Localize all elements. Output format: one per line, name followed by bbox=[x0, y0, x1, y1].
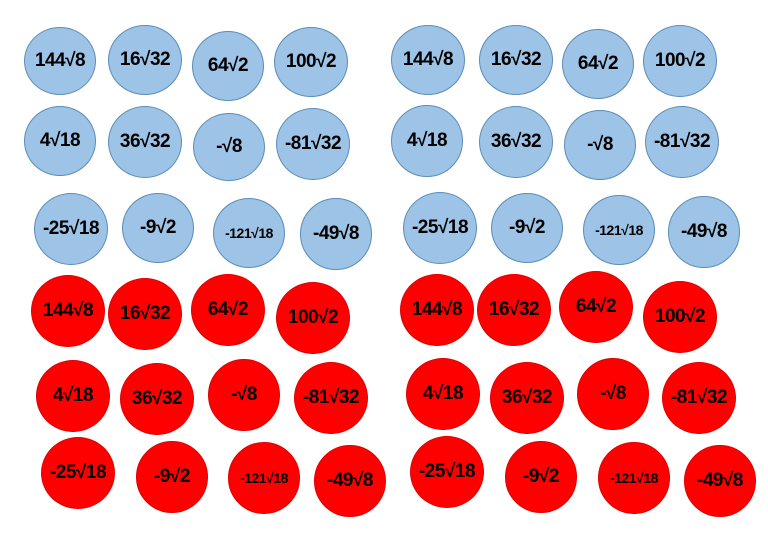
blue-chip-left-8[interactable]: -81√32 bbox=[276, 108, 350, 180]
red-chip-right-4[interactable]: 100√2 bbox=[643, 281, 717, 353]
chip-label: 36√32 bbox=[501, 387, 553, 408]
chip-label: -121√18 bbox=[240, 470, 288, 486]
chip-label: -25√18 bbox=[418, 461, 476, 482]
blue-chip-left-2[interactable]: 16√32 bbox=[108, 25, 182, 95]
chip-label: 144√8 bbox=[411, 299, 463, 320]
chip-label: -81√32 bbox=[302, 387, 360, 408]
red-chip-right-1[interactable]: 144√8 bbox=[400, 274, 474, 346]
chip-label: -121√18 bbox=[225, 225, 273, 241]
chip-label: 144√8 bbox=[42, 300, 94, 321]
blue-chip-right-7[interactable]: -√8 bbox=[564, 110, 636, 180]
red-chip-right-7[interactable]: -√8 bbox=[577, 358, 649, 430]
chip-label: 64√2 bbox=[207, 299, 249, 320]
chip-label: -√8 bbox=[587, 134, 613, 155]
chip-label: 100√2 bbox=[654, 306, 706, 327]
red-chip-right-2[interactable]: 16√32 bbox=[477, 274, 551, 346]
red-chip-right-3[interactable]: 64√2 bbox=[559, 271, 633, 343]
chip-label: -121√18 bbox=[610, 470, 658, 486]
chip-label: 16√32 bbox=[119, 303, 171, 324]
blue-chip-left-11[interactable]: -121√18 bbox=[213, 198, 285, 268]
chip-label: -49√8 bbox=[313, 223, 359, 244]
red-chip-left-4[interactable]: 100√2 bbox=[276, 282, 350, 354]
chip-label: 4√18 bbox=[422, 383, 464, 404]
blue-chip-right-9[interactable]: -25√18 bbox=[403, 192, 477, 264]
chip-label: 144√8 bbox=[402, 49, 454, 70]
blue-chip-right-8[interactable]: -81√32 bbox=[645, 106, 719, 178]
chip-label: -9√2 bbox=[154, 466, 190, 487]
chip-label: 100√2 bbox=[287, 307, 339, 328]
chip-label: 16√32 bbox=[488, 299, 540, 320]
chip-label: -√8 bbox=[600, 383, 626, 404]
chip-label: -81√32 bbox=[653, 131, 711, 152]
chip-label: -√8 bbox=[216, 136, 242, 157]
chip-label: 4√18 bbox=[39, 130, 81, 151]
chip-label: -9√2 bbox=[523, 466, 559, 487]
red-chip-left-2[interactable]: 16√32 bbox=[108, 278, 182, 350]
red-chip-left-3[interactable]: 64√2 bbox=[191, 274, 265, 346]
blue-chip-left-3[interactable]: 64√2 bbox=[192, 31, 264, 101]
blue-chip-left-4[interactable]: 100√2 bbox=[274, 27, 348, 97]
red-chip-right-10[interactable]: -9√2 bbox=[505, 441, 577, 513]
blue-chip-left-1[interactable]: 144√8 bbox=[24, 27, 96, 95]
blue-chip-left-9[interactable]: -25√18 bbox=[34, 193, 108, 265]
chip-label: 64√2 bbox=[577, 53, 619, 74]
red-chip-left-1[interactable]: 144√8 bbox=[31, 275, 105, 347]
chip-label: 16√32 bbox=[119, 49, 171, 70]
chip-label: -49√8 bbox=[327, 470, 373, 491]
red-chip-right-6[interactable]: 36√32 bbox=[490, 362, 564, 434]
blue-chip-left-6[interactable]: 36√32 bbox=[108, 106, 182, 178]
blue-chip-right-10[interactable]: -9√2 bbox=[491, 193, 563, 263]
red-chip-left-7[interactable]: -√8 bbox=[208, 359, 280, 431]
blue-chip-left-7[interactable]: -√8 bbox=[193, 113, 265, 181]
blue-chip-left-5[interactable]: 4√18 bbox=[24, 106, 96, 176]
blue-chip-right-11[interactable]: -121√18 bbox=[583, 195, 655, 265]
red-chip-left-9[interactable]: -25√18 bbox=[41, 437, 115, 509]
red-chip-left-10[interactable]: -9√2 bbox=[136, 441, 208, 513]
chip-label: -9√2 bbox=[509, 217, 545, 238]
chip-label: 4√18 bbox=[406, 130, 448, 151]
red-chip-left-8[interactable]: -81√32 bbox=[294, 362, 368, 434]
chip-label: -121√18 bbox=[595, 222, 643, 238]
chip-label: -49√8 bbox=[697, 470, 743, 491]
chip-label: -49√8 bbox=[681, 221, 727, 242]
red-chip-right-12[interactable]: -49√8 bbox=[684, 445, 756, 517]
red-chip-right-8[interactable]: -81√32 bbox=[662, 362, 736, 434]
blue-chip-left-10[interactable]: -9√2 bbox=[122, 193, 194, 263]
chip-label: -9√2 bbox=[140, 217, 176, 238]
chip-label: 36√32 bbox=[490, 131, 542, 152]
chip-label: 100√2 bbox=[285, 51, 337, 72]
chip-label: 100√2 bbox=[654, 50, 706, 71]
blue-chip-right-2[interactable]: 16√32 bbox=[479, 25, 553, 95]
chip-label: -25√18 bbox=[411, 217, 469, 238]
red-chip-left-12[interactable]: -49√8 bbox=[314, 445, 386, 517]
chip-label: 36√32 bbox=[119, 131, 171, 152]
blue-chip-left-12[interactable]: -49√8 bbox=[300, 198, 372, 270]
chip-label: -25√18 bbox=[49, 462, 107, 483]
red-chip-left-5[interactable]: 4√18 bbox=[36, 360, 110, 432]
chip-label: -81√32 bbox=[670, 387, 728, 408]
chip-label: 64√2 bbox=[575, 296, 617, 317]
chip-label: 4√18 bbox=[52, 385, 94, 406]
blue-chip-right-1[interactable]: 144√8 bbox=[391, 25, 465, 95]
red-chip-left-6[interactable]: 36√32 bbox=[120, 363, 194, 435]
chip-label: 16√32 bbox=[490, 49, 542, 70]
chip-label: 64√2 bbox=[207, 55, 249, 76]
blue-chip-right-6[interactable]: 36√32 bbox=[479, 106, 553, 178]
blue-chip-right-12[interactable]: -49√8 bbox=[668, 196, 740, 268]
red-chip-left-11[interactable]: -121√18 bbox=[228, 442, 300, 514]
chip-label: -√8 bbox=[231, 384, 257, 405]
chip-label: -81√32 bbox=[284, 133, 342, 154]
chip-label: 36√32 bbox=[131, 388, 183, 409]
red-chip-right-5[interactable]: 4√18 bbox=[406, 358, 480, 430]
red-chip-right-11[interactable]: -121√18 bbox=[598, 442, 670, 514]
blue-chip-right-5[interactable]: 4√18 bbox=[391, 105, 463, 177]
chip-label: -25√18 bbox=[42, 218, 100, 239]
blue-chip-right-4[interactable]: 100√2 bbox=[643, 25, 717, 97]
blue-chip-right-3[interactable]: 64√2 bbox=[562, 29, 634, 99]
chip-label: 144√8 bbox=[34, 50, 86, 71]
red-chip-right-9[interactable]: -25√18 bbox=[410, 436, 484, 508]
